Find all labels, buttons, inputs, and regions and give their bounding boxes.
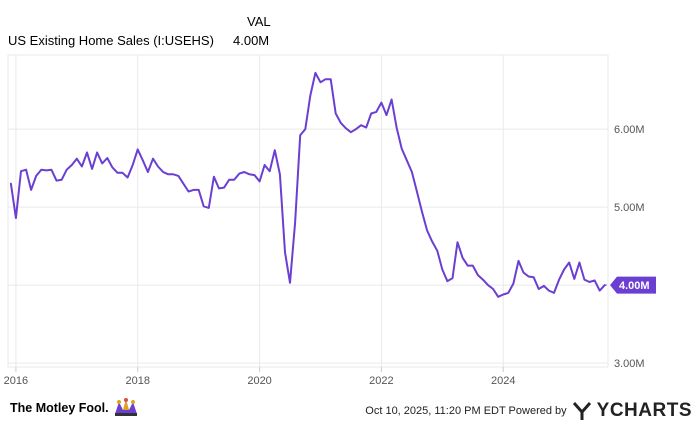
last-value-badge (610, 276, 656, 294)
x-tick-label: 2018 (126, 375, 150, 387)
y-tick-label: 5.00M (614, 202, 645, 214)
motley-fool-brand[interactable]: The Motley Fool. (10, 398, 139, 418)
plot-area (7, 54, 609, 368)
legend-header: VAL (247, 14, 271, 29)
y-tick-label: 6.00M (614, 124, 645, 136)
timestamp-text: Oct 10, 2025, 11:20 PM EDT Powered by (365, 405, 567, 417)
jester-hat-icon (114, 398, 137, 416)
legend-series-name: US Existing Home Sales (I:USEHS) (8, 33, 214, 48)
footer-attribution: Oct 10, 2025, 11:20 PM EDT Powered by YC… (365, 400, 692, 422)
legend-series-value: 4.00M (233, 33, 270, 48)
x-tick-label: 2024 (491, 375, 515, 387)
series-line (9, 71, 606, 298)
x-tick-label: 2020 (247, 375, 271, 387)
ycharts-y-icon (572, 402, 591, 420)
last-value-label: 4.00M (619, 280, 650, 292)
x-tick-label: 2022 (369, 375, 393, 387)
x-tick-label: 2016 (4, 375, 28, 387)
brand-name: The Motley Fool. (10, 401, 109, 415)
y-tick-label: 3.00M (614, 358, 645, 370)
ycharts-logo-text[interactable]: YCHARTS (596, 400, 692, 421)
